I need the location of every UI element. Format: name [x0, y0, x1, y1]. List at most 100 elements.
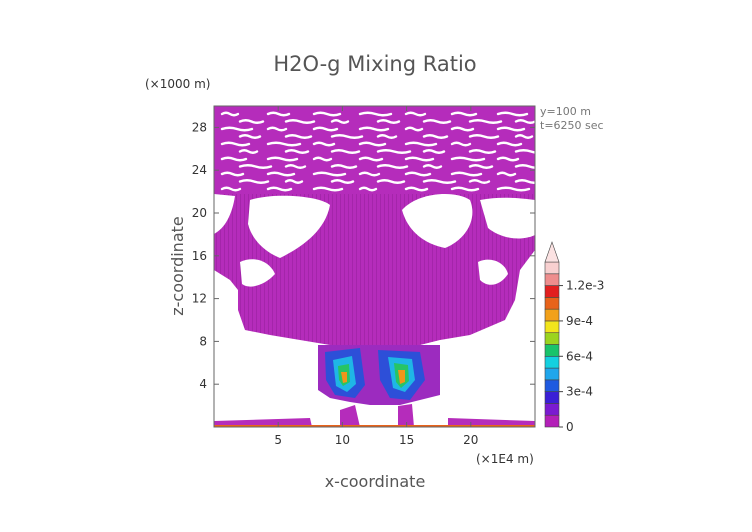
white-streak	[496, 186, 531, 192]
colorbar-swatch	[544, 403, 560, 416]
core-orange-right	[398, 370, 405, 384]
colorbar-arrow	[544, 241, 560, 263]
colorbar-tick-label: 9e-4	[566, 314, 593, 328]
white-streak	[422, 179, 457, 184]
white-streak	[266, 141, 302, 147]
white-streak	[376, 134, 398, 139]
colorbar-swatch	[544, 308, 560, 322]
white-streak	[284, 179, 304, 184]
x-unit-label: (×1E4 m)	[476, 452, 534, 466]
plot-frame	[213, 105, 536, 428]
y-tick-label: 24	[192, 163, 207, 177]
white-streak	[358, 141, 387, 147]
white-streak	[358, 126, 390, 132]
colorbar-swatch	[544, 297, 560, 310]
white-streak	[422, 134, 449, 139]
white-streak	[312, 186, 344, 192]
white-streak	[450, 111, 478, 117]
white-streak	[330, 149, 361, 154]
white-streak	[450, 171, 483, 177]
white-streak	[422, 149, 446, 154]
white-streak	[514, 149, 535, 154]
white-streak	[266, 111, 291, 117]
y-tick-label: 28	[192, 120, 207, 134]
mixing-ratio-field	[214, 106, 535, 427]
y-axis-label: z-coordinate	[168, 216, 187, 316]
white-streak	[376, 179, 406, 184]
colorbar-swatch	[544, 273, 560, 286]
white-streak	[358, 111, 393, 117]
white-streak	[284, 119, 316, 124]
white-hole	[240, 259, 275, 287]
white-streak	[266, 156, 299, 162]
white-hole	[480, 197, 535, 239]
white-streak	[312, 126, 339, 132]
white-streak	[266, 171, 296, 177]
colorbar-swatch	[544, 285, 560, 298]
colorbar-tick-label: 1.2e-3	[566, 279, 604, 293]
white-streak	[496, 141, 523, 147]
white-streak	[266, 186, 293, 192]
annotation-line: t=6250 sec	[540, 119, 604, 132]
white-streak	[358, 186, 378, 192]
white-streak	[496, 126, 526, 132]
white-streak	[404, 186, 429, 192]
white-streak	[220, 171, 245, 177]
surface-layer-right	[448, 418, 535, 427]
surface-layer-left	[214, 418, 312, 427]
white-streaks	[220, 111, 535, 192]
y-axis: 4 8 12 16 20 24 28	[192, 120, 535, 391]
colorbar-swatch	[544, 320, 560, 334]
colorbar-swatch	[544, 355, 560, 369]
white-streak	[404, 156, 435, 162]
white-hole	[478, 259, 508, 285]
white-streak	[450, 156, 486, 162]
white-streak	[312, 111, 342, 117]
white-streak	[450, 141, 472, 147]
colorbar-tick-label: 6e-4	[566, 349, 593, 363]
colorbar-swatch	[544, 414, 560, 428]
white-streak	[468, 119, 503, 124]
white-streak	[450, 186, 480, 192]
white-streak	[404, 126, 424, 132]
x-tick-label: 10	[335, 433, 350, 447]
x-tick-label: 5	[274, 433, 282, 447]
chart-title: H2O-g Mixing Ratio	[273, 52, 476, 76]
white-streak	[330, 179, 355, 184]
colorbar-swatch	[544, 367, 560, 381]
white-streak	[496, 156, 520, 162]
surface-layer-center	[340, 405, 360, 427]
white-streak	[220, 156, 248, 162]
colorbar-swatch	[544, 344, 560, 357]
surface-ground-line	[214, 425, 535, 427]
white-streak	[514, 119, 535, 124]
x-tick-label: 15	[399, 433, 414, 447]
white-streak	[468, 179, 491, 184]
white-streak	[358, 171, 381, 177]
core-orange-left	[341, 372, 347, 383]
white-streak	[358, 156, 384, 162]
white-streak	[284, 164, 307, 169]
white-streak	[284, 134, 313, 139]
white-streak	[496, 171, 517, 177]
white-streak	[514, 164, 535, 169]
white-streak	[238, 119, 265, 124]
white-streak	[220, 186, 242, 192]
y-tick-label: 20	[192, 206, 207, 220]
white-streak	[468, 149, 497, 154]
colorbar: 0 3e-4 6e-4 9e-4 1.2e-3	[544, 241, 604, 434]
white-streak	[266, 126, 288, 132]
white-streak	[330, 134, 364, 139]
colorbar-tick-label: 3e-4	[566, 385, 593, 399]
white-streak	[376, 119, 401, 124]
colorbar-swatch	[544, 332, 560, 345]
colorbar-swatch	[544, 261, 560, 275]
annotation-line: y=100 m	[540, 105, 591, 118]
white-streak	[422, 164, 443, 169]
white-streak	[312, 141, 336, 147]
white-hole	[248, 195, 330, 258]
white-streak	[376, 164, 409, 169]
x-axis-label: x-coordinate	[325, 472, 426, 491]
white-streak	[220, 141, 251, 147]
